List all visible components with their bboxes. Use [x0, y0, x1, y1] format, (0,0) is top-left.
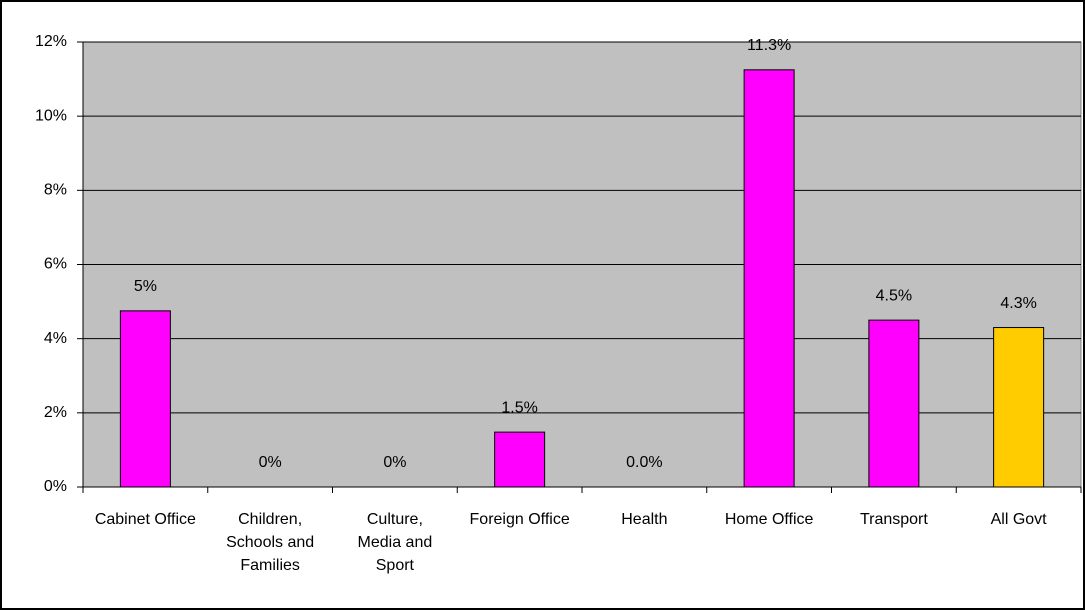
y-tick-label: 6% [44, 256, 67, 273]
data-label: 0% [259, 454, 282, 471]
y-tick-label: 10% [35, 107, 67, 124]
bar [868, 319, 920, 488]
data-label: 5% [134, 278, 157, 295]
x-tick-label: Home Office [724, 511, 814, 528]
data-label: 11.3% [747, 37, 791, 54]
x-tick-label: Children, Schools and Families [226, 511, 315, 574]
x-tick-label: Cabinet Office [94, 511, 196, 528]
data-label: 0% [383, 454, 406, 471]
y-tick-label: 12% [35, 33, 67, 50]
x-tick-label: Health [621, 511, 668, 528]
bar [119, 310, 171, 488]
x-tick-label: Transport [859, 511, 928, 528]
x-tick-label: All Govt [990, 511, 1047, 528]
data-label: 0.0% [626, 454, 662, 471]
x-tick-label: Culture, Media and Sport [357, 511, 433, 574]
data-label: 4.5% [876, 287, 912, 304]
x-tick-label: Foreign Office [469, 511, 570, 528]
y-tick-label: 2% [44, 404, 67, 421]
bar [993, 327, 1045, 488]
y-tick-label: 4% [44, 330, 67, 347]
bar [743, 69, 795, 488]
y-tick-label: 0% [44, 478, 67, 495]
data-label: 4.3% [1000, 295, 1036, 312]
y-tick-label: 8% [44, 182, 67, 199]
data-label: 1.5% [501, 399, 537, 416]
bar [494, 431, 546, 488]
